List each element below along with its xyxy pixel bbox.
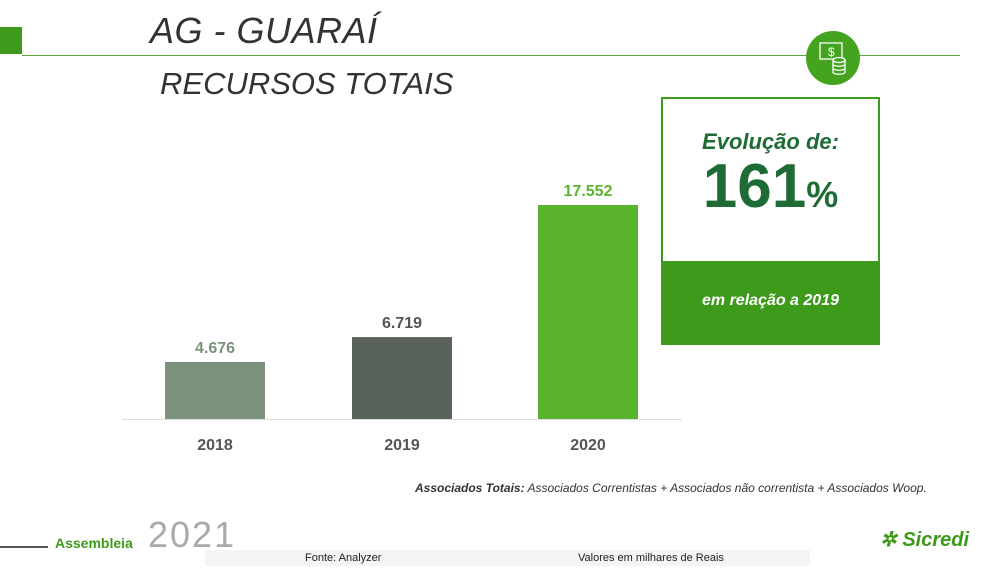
page-title: AG - GUARAÍ — [150, 10, 378, 51]
footer-line — [0, 546, 48, 548]
evolution-value: 161% — [663, 155, 878, 227]
evolution-footer: em relação a 2019 — [663, 261, 878, 343]
header-divider — [22, 55, 960, 56]
source-text: Fonte: Analyzer — [305, 552, 382, 564]
footnote-text: Associados Correntistas + Associados não… — [524, 481, 927, 495]
sicredi-icon: ✲ — [880, 529, 903, 551]
money-coins-icon: $ — [806, 31, 860, 85]
svg-text:$: $ — [828, 45, 835, 59]
units-text: Valores em milhares de Reais — [578, 552, 724, 564]
evolution-box: Evolução de: 161% em relação a 2019 — [661, 97, 880, 345]
x-tick-label: 2018 — [197, 437, 233, 454]
data-label: 17.552 — [564, 183, 613, 200]
data-label: 4.676 — [195, 340, 235, 357]
assembleia-label: Assembleia — [55, 535, 133, 551]
page-subtitle: RECURSOS TOTAIS — [160, 66, 454, 101]
evolution-number: 161 — [702, 152, 807, 221]
data-label: 6.719 — [382, 315, 422, 332]
accent-bar — [0, 27, 22, 54]
evolution-unit: % — [806, 174, 839, 215]
x-tick-label: 2020 — [570, 437, 606, 454]
sicredi-logo: ✲ Sicredi — [880, 527, 969, 552]
bar-2020 — [538, 205, 638, 419]
bar-chart: 4.676 2018 6.719 2019 17.552 2020 — [122, 183, 682, 454]
brand-name: Sicredi — [902, 529, 970, 551]
bar-2019 — [352, 337, 452, 419]
bar-2018 — [165, 361, 265, 419]
footnote: Associados Totais: Associados Correntist… — [415, 481, 927, 495]
x-tick-label: 2019 — [384, 437, 420, 454]
footnote-label: Associados Totais: — [415, 481, 525, 495]
assembleia-year: 2021 — [148, 514, 237, 555]
evolution-label: Evolução de: — [702, 129, 839, 154]
footer-bar: Fonte: Analyzer Valores em milhares de R… — [205, 550, 810, 566]
